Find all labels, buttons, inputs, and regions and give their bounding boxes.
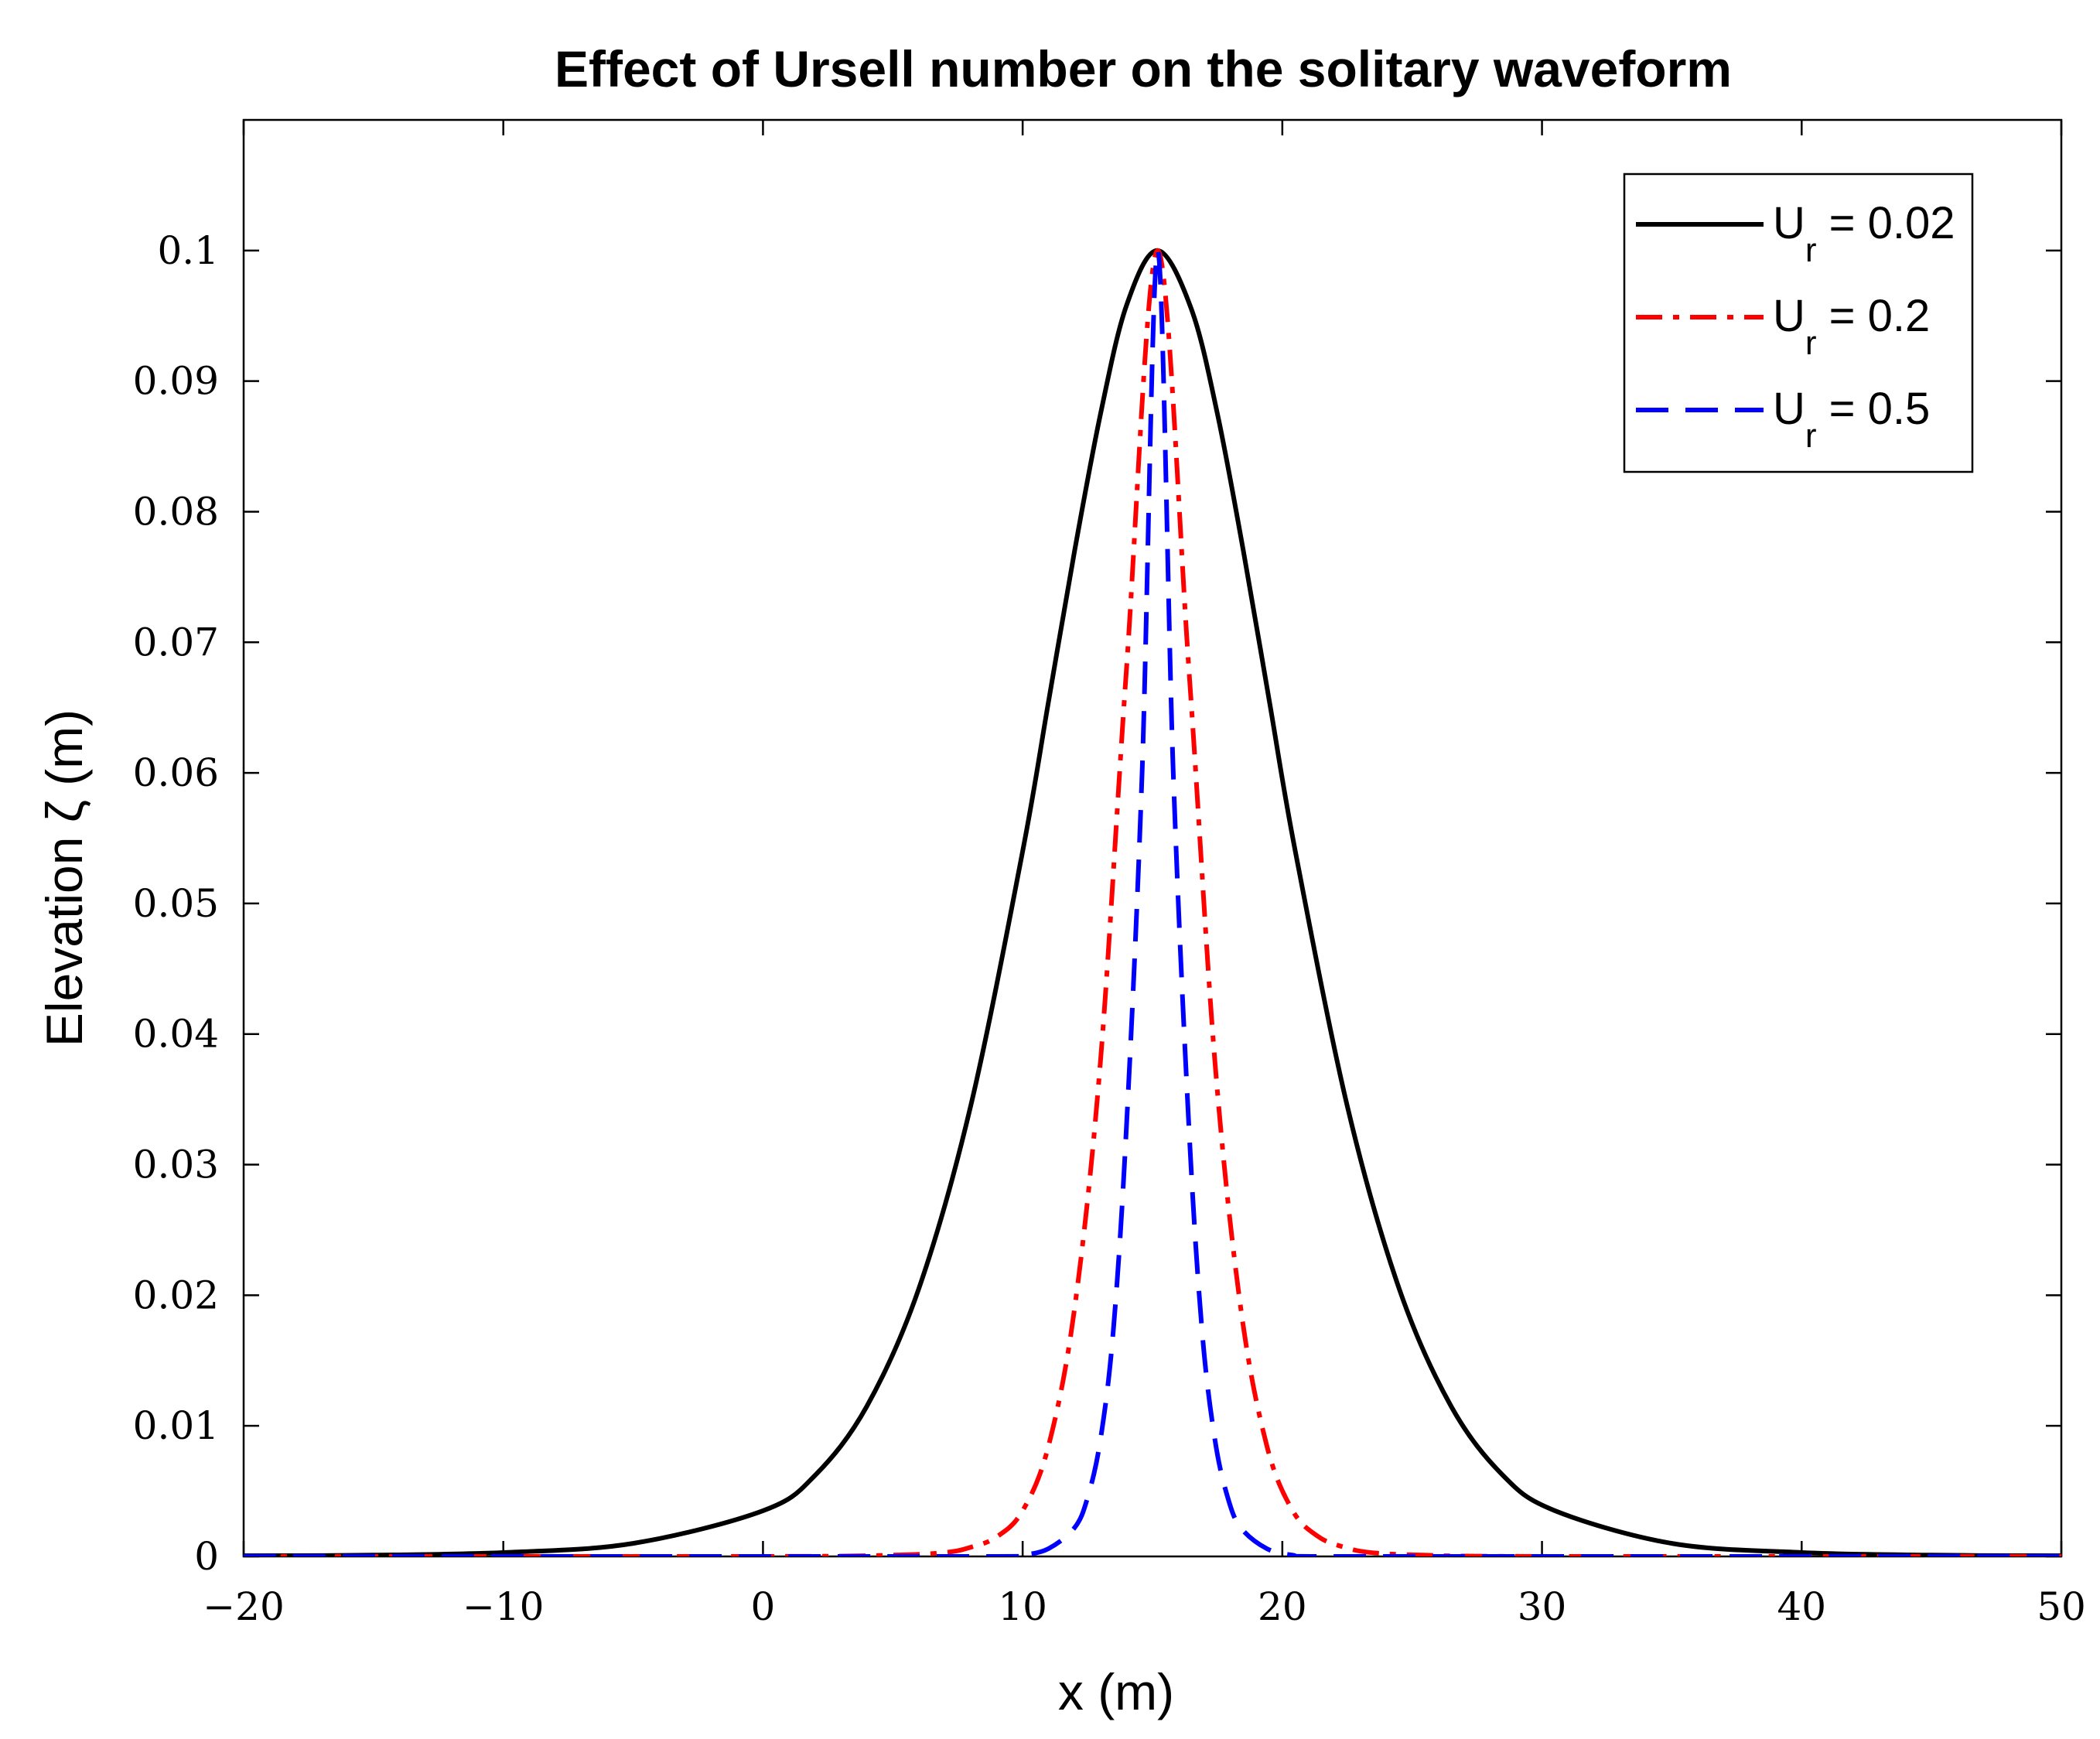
legend-label-1: Ur = 0.02 [1773, 198, 1955, 269]
chart-title: Effect of Ursell number on the solitary … [555, 40, 1732, 97]
x-tick-label: −10 [463, 1584, 545, 1629]
x-axis-label: x (m) [1058, 1663, 1174, 1720]
y-tick-label: 0 [194, 1534, 219, 1579]
series-lines [244, 248, 2061, 1556]
series-line-2 [244, 248, 2061, 1556]
x-tick-label: 20 [1258, 1584, 1307, 1629]
y-tick-label: 0.09 [133, 359, 219, 404]
y-tick-label: 0.03 [133, 1143, 219, 1187]
y-tick-label: 0.08 [133, 489, 219, 534]
y-tick-label: 0.01 [133, 1403, 219, 1448]
y-tick-label: 0.02 [133, 1273, 219, 1317]
axes [242, 118, 2063, 1558]
y-tick-label: 0.1 [157, 228, 219, 273]
y-tick-label: 0.04 [133, 1012, 219, 1057]
axis-ticks: −20 −10 0 10 20 30 40 50 0 0.01 0.02 0.03 0.04 0.05 0.… [133, 120, 2086, 1629]
y-tick-label: 0.06 [133, 750, 219, 795]
legend-label-2: Ur = 0.2 [1773, 291, 1930, 362]
plot-area [244, 248, 2061, 1556]
legend-items: Ur = 0.02 Ur = 0.2 Ur = 0.5 [1636, 198, 1955, 455]
x-tick-label: −20 [203, 1584, 285, 1629]
plot-frame [242, 118, 2063, 1558]
x-tick-label: 30 [1518, 1584, 1567, 1629]
y-tick-label: 0.05 [133, 881, 219, 926]
x-tick-label: 40 [1777, 1584, 1826, 1629]
legend-label-3: Ur = 0.5 [1773, 384, 1930, 455]
y-tick-label: 0.07 [133, 620, 219, 665]
y-axis-label: Elevation ζ (m) [36, 709, 93, 1047]
x-tick-label: 0 [751, 1584, 776, 1629]
legend: Ur = 0.02 Ur = 0.2 Ur = 0.5 [1623, 173, 1974, 473]
x-tick-label: 10 [998, 1584, 1047, 1629]
x-tick-label: 50 [2037, 1584, 2086, 1629]
